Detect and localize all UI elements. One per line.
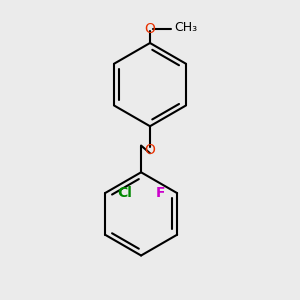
Text: Cl: Cl: [117, 186, 132, 200]
Text: F: F: [156, 186, 165, 200]
Text: CH₃: CH₃: [174, 21, 197, 34]
Text: O: O: [145, 143, 155, 157]
Text: O: O: [145, 22, 155, 36]
